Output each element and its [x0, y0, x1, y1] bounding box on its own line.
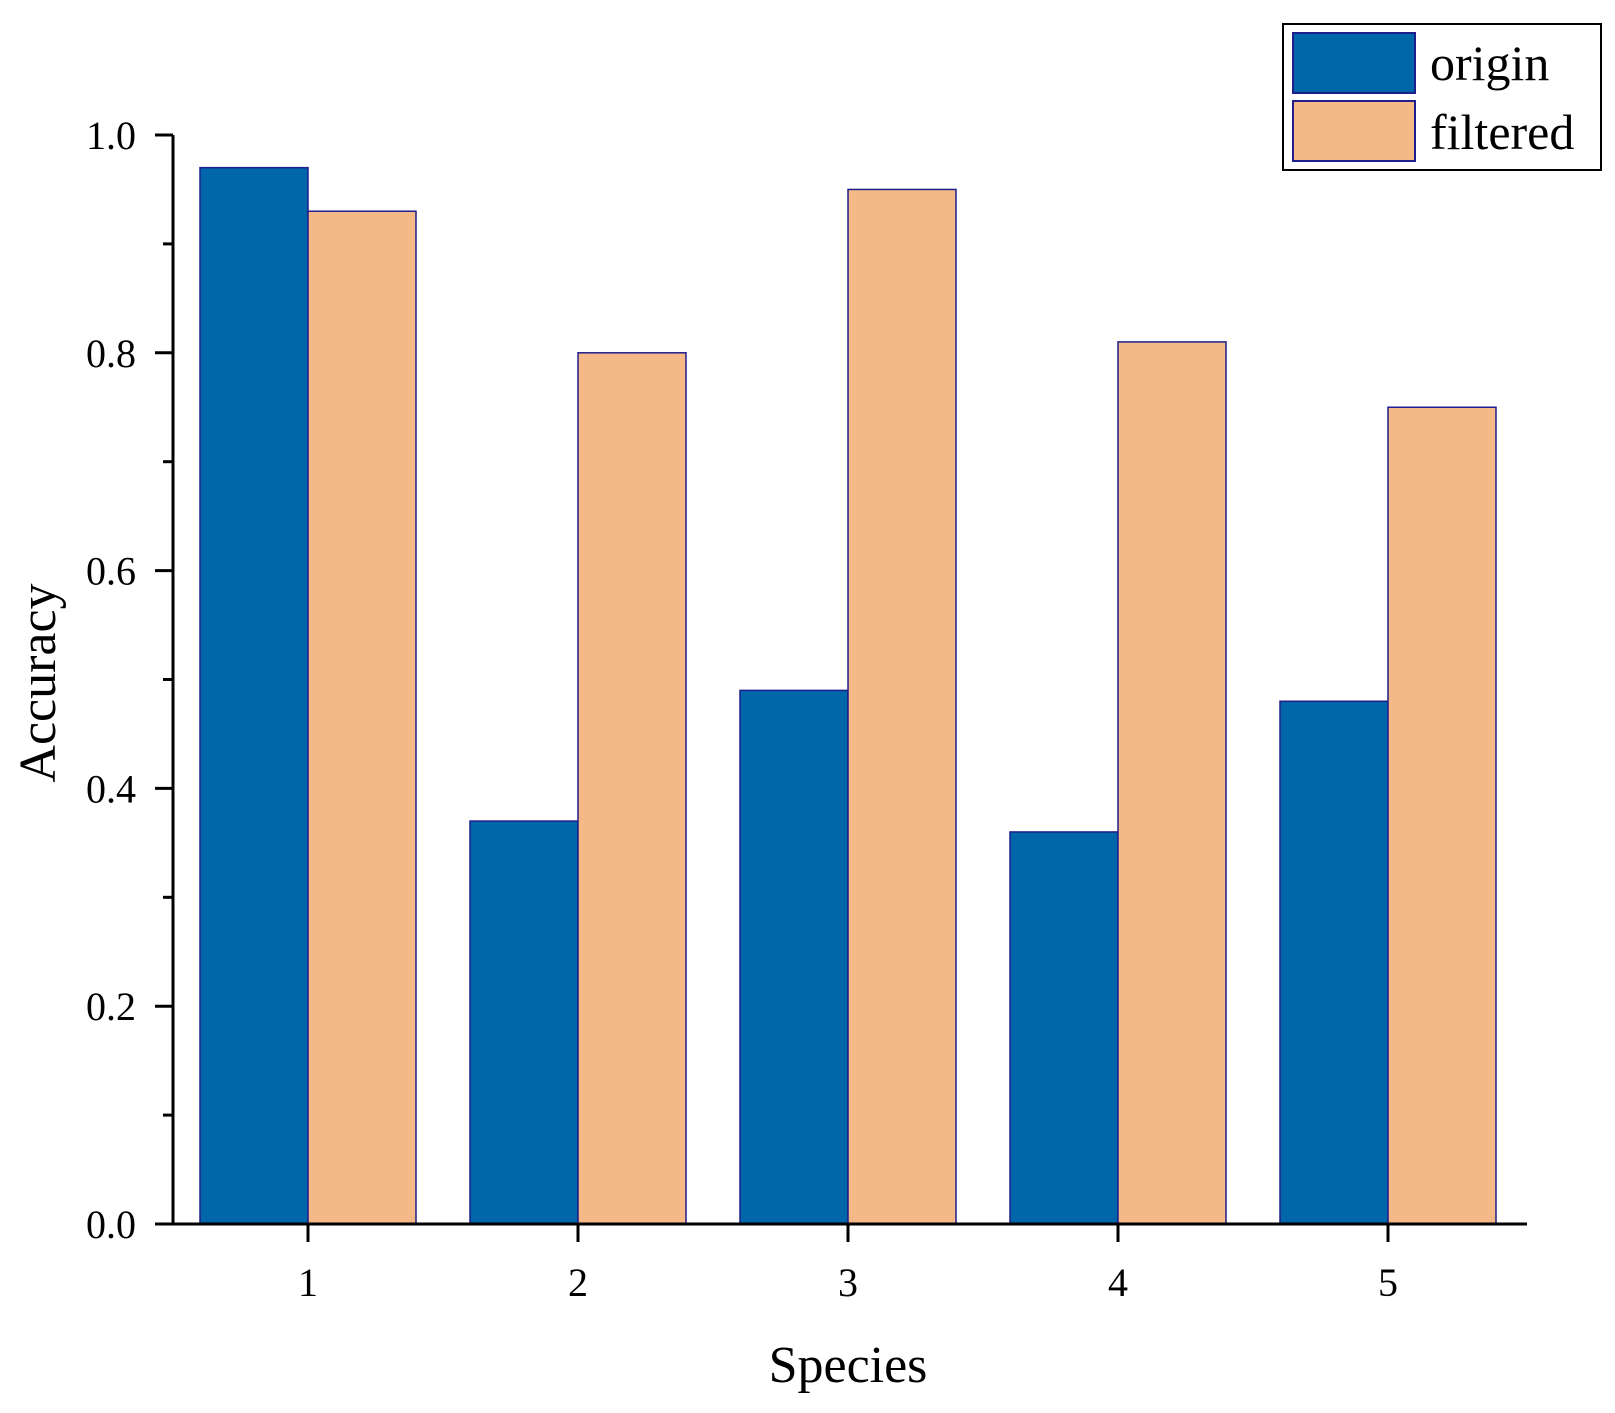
x-axis-title: Species: [769, 1337, 928, 1394]
bar-origin-3: [739, 689, 849, 1225]
x-tick-label-1: 1: [298, 1260, 318, 1305]
legend-swatch-origin: [1292, 32, 1416, 94]
y-tick-label-1.0: 1.0: [86, 113, 136, 158]
x-tick-label-2: 2: [568, 1260, 588, 1305]
y-tick-label-0.0: 0.0: [86, 1202, 136, 1247]
x-tick-label-3: 3: [838, 1260, 858, 1305]
bar-origin-2: [469, 820, 579, 1225]
x-tick-label-5: 5: [1378, 1260, 1398, 1305]
legend: origin filtered: [1282, 23, 1602, 171]
ticks-group: 0.0 0.2 0.4 0.6 0.8 1.0 1 2 3 4 5: [86, 113, 1398, 1305]
bar-origin-5: [1279, 700, 1389, 1225]
y-tick-label-0.4: 0.4: [86, 766, 136, 811]
bar-filtered-1: [307, 210, 417, 1225]
bar-filtered-2: [577, 352, 687, 1225]
y-tick-label-0.6: 0.6: [86, 549, 136, 594]
bars-group: [199, 166, 1497, 1225]
legend-label-filtered: filtered: [1430, 104, 1574, 160]
bar-origin-1: [199, 166, 309, 1225]
y-tick-label-0.8: 0.8: [86, 331, 136, 376]
x-tick-label-4: 4: [1108, 1260, 1128, 1305]
bar-filtered-4: [1117, 341, 1227, 1225]
y-axis-title: Accuracy: [10, 583, 67, 782]
bar-filtered-3: [847, 188, 957, 1225]
legend-swatch-filtered: [1292, 100, 1416, 162]
legend-label-origin: origin: [1430, 35, 1549, 91]
bar-filtered-5: [1387, 406, 1497, 1225]
bar-origin-4: [1009, 831, 1119, 1225]
y-tick-label-0.2: 0.2: [86, 984, 136, 1029]
